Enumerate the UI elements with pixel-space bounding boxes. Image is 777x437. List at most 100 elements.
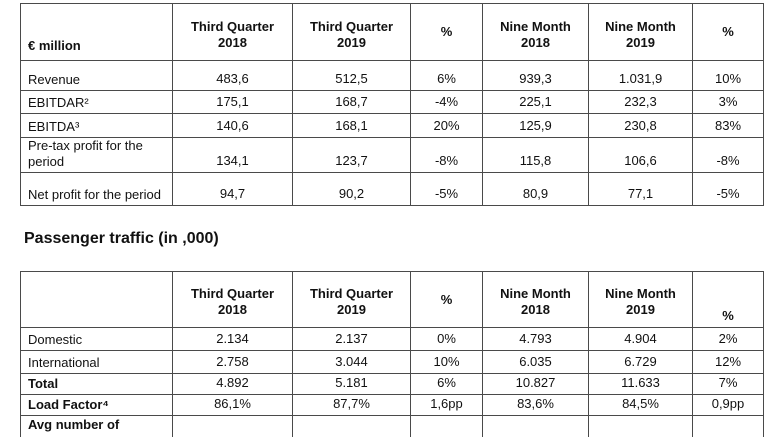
value-cell: 230,8: [588, 113, 693, 138]
value-cell: 115,8: [482, 137, 589, 173]
value-cell: 83,6%: [482, 394, 589, 416]
value-cell: 6%: [410, 373, 483, 395]
column-header: Nine Month 2018: [482, 271, 589, 328]
column-header: Third Quarter 2019: [292, 271, 411, 328]
value-cell: 106,6: [588, 137, 693, 173]
financial-summary-table: € million Third Quarter 2018 Third Quart…: [20, 3, 764, 206]
value-cell: 168,7: [292, 90, 411, 114]
value-cell: 6.729: [588, 350, 693, 374]
column-header: Nine Month 2019: [588, 271, 693, 328]
value-cell: -5%: [410, 172, 483, 206]
table-row: International 2.758 3.044 10% 6.035 6.72…: [20, 350, 764, 374]
value-cell: 0%: [410, 327, 483, 351]
column-header: Nine Month 2019: [588, 3, 693, 61]
table-row: Avg number of passengers per: [20, 415, 764, 437]
value-cell: 225,1: [482, 90, 589, 114]
metric-label: International: [20, 350, 173, 374]
table-row: Revenue 483,6 512,5 6% 939,3 1.031,9 10%: [20, 60, 764, 91]
value-cell: [692, 415, 764, 437]
metric-label: Revenue: [20, 60, 173, 91]
value-cell: [292, 415, 411, 437]
value-cell: 2.134: [172, 327, 293, 351]
value-cell: 1.031,9: [588, 60, 693, 91]
metric-label: EBITDAR²: [20, 90, 173, 114]
table-header-row: Third Quarter 2018 Third Quarter 2019 % …: [20, 271, 764, 328]
table-row: EBITDA³ 140,6 168,1 20% 125,9 230,8 83%: [20, 113, 764, 138]
metric-label: Total: [20, 373, 173, 395]
value-cell: 77,1: [588, 172, 693, 206]
column-header: %: [410, 271, 483, 328]
value-cell: 939,3: [482, 60, 589, 91]
value-cell: 3.044: [292, 350, 411, 374]
value-cell: 7%: [692, 373, 764, 395]
table-row: Total 4.892 5.181 6% 10.827 11.633 7%: [20, 373, 764, 395]
corner-label: [20, 271, 173, 328]
value-cell: 125,9: [482, 113, 589, 138]
metric-label: Pre-tax profit for the period: [20, 137, 173, 173]
value-cell: 134,1: [172, 137, 293, 173]
table-row: Net profit for the period 94,7 90,2 -5% …: [20, 172, 764, 206]
section-title: Passenger traffic (in ,000): [24, 230, 219, 247]
column-header: %: [410, 3, 483, 61]
metric-label: Domestic: [20, 327, 173, 351]
metric-label: Avg number of passengers per: [20, 415, 173, 437]
column-header: Third Quarter 2019: [292, 3, 411, 61]
value-cell: 2.137: [292, 327, 411, 351]
value-cell: 87,7%: [292, 394, 411, 416]
value-cell: 1,6pp: [410, 394, 483, 416]
column-header: Third Quarter 2018: [172, 271, 293, 328]
value-cell: 123,7: [292, 137, 411, 173]
value-cell: 6%: [410, 60, 483, 91]
value-cell: 84,5%: [588, 394, 693, 416]
value-cell: 4.904: [588, 327, 693, 351]
passenger-traffic-table: Third Quarter 2018 Third Quarter 2019 % …: [20, 271, 764, 437]
value-cell: 86,1%: [172, 394, 293, 416]
column-header: Nine Month 2018: [482, 3, 589, 61]
column-header: Third Quarter 2018: [172, 3, 293, 61]
value-cell: 10.827: [482, 373, 589, 395]
value-cell: -8%: [410, 137, 483, 173]
metric-label: Load Factor⁴: [20, 394, 173, 416]
value-cell: 2%: [692, 327, 764, 351]
value-cell: [172, 415, 293, 437]
value-cell: 168,1: [292, 113, 411, 138]
column-header: %: [692, 3, 764, 61]
value-cell: 10%: [410, 350, 483, 374]
value-cell: 10%: [692, 60, 764, 91]
value-cell: 140,6: [172, 113, 293, 138]
value-cell: [588, 415, 693, 437]
table-row: Pre-tax profit for the period 134,1 123,…: [20, 137, 764, 173]
value-cell: [410, 415, 483, 437]
table-row: EBITDAR² 175,1 168,7 -4% 225,1 232,3 3%: [20, 90, 764, 114]
value-cell: 80,9: [482, 172, 589, 206]
value-cell: 11.633: [588, 373, 693, 395]
table-row: Domestic 2.134 2.137 0% 4.793 4.904 2%: [20, 327, 764, 351]
metric-label: Net profit for the period: [20, 172, 173, 206]
value-cell: -5%: [692, 172, 764, 206]
value-cell: 3%: [692, 90, 764, 114]
value-cell: 94,7: [172, 172, 293, 206]
value-cell: 83%: [692, 113, 764, 138]
value-cell: 483,6: [172, 60, 293, 91]
value-cell: -8%: [692, 137, 764, 173]
corner-label: € million: [20, 3, 173, 61]
value-cell: 2.758: [172, 350, 293, 374]
value-cell: [482, 415, 589, 437]
value-cell: 90,2: [292, 172, 411, 206]
column-header: %: [692, 271, 764, 328]
value-cell: 4.892: [172, 373, 293, 395]
value-cell: 5.181: [292, 373, 411, 395]
value-cell: 6.035: [482, 350, 589, 374]
value-cell: 232,3: [588, 90, 693, 114]
value-cell: 12%: [692, 350, 764, 374]
metric-label: EBITDA³: [20, 113, 173, 138]
value-cell: 0,9pp: [692, 394, 764, 416]
table-header-row: € million Third Quarter 2018 Third Quart…: [20, 3, 764, 61]
value-cell: -4%: [410, 90, 483, 114]
table-row: Load Factor⁴ 86,1% 87,7% 1,6pp 83,6% 84,…: [20, 394, 764, 416]
value-cell: 175,1: [172, 90, 293, 114]
value-cell: 20%: [410, 113, 483, 138]
value-cell: 512,5: [292, 60, 411, 91]
value-cell: 4.793: [482, 327, 589, 351]
